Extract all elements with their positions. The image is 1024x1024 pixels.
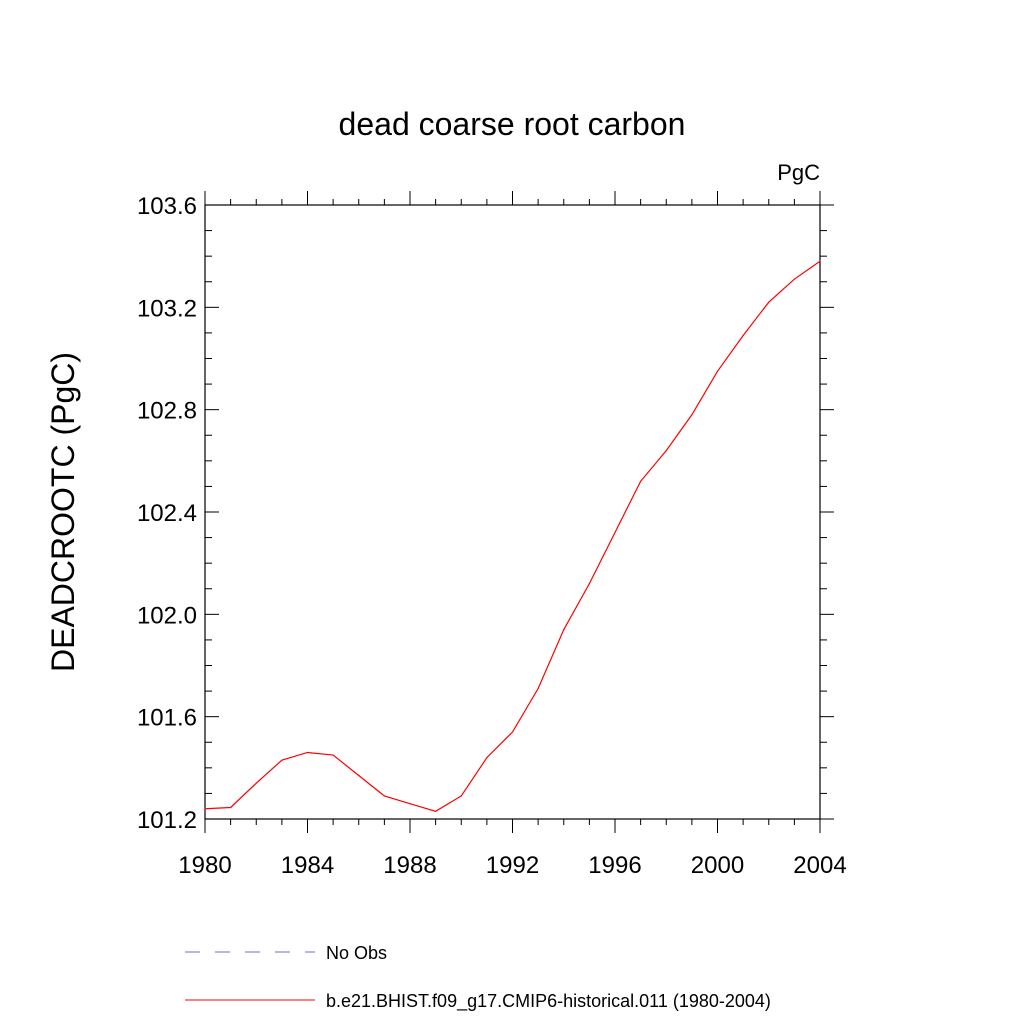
data-point [768,301,770,303]
data-point [383,795,385,797]
data-point [511,731,514,733]
chart-title: dead coarse root carbon [339,106,686,142]
y-axis-label: DEADCROOTC (PgC) [45,352,81,672]
y-tick-label: 102.0 [137,602,197,629]
units-label: PgC [777,160,820,185]
series-line [204,260,821,812]
plot-frame [204,204,821,820]
data-point [204,808,206,810]
data-point [460,795,462,797]
data-point [563,629,565,631]
x-tick-label: 2000 [691,852,744,879]
data-point [435,810,437,812]
data-point [358,774,360,777]
data-point [716,370,719,372]
axis-ticks [204,191,834,833]
data-point [537,687,539,690]
data-point [281,759,283,761]
y-tick-label: 102.4 [137,500,197,527]
legend-label: b.e21.BHIST.f09_g17.CMIP6-historical.011… [326,991,771,1012]
data-point [332,754,334,756]
legend-label: No Obs [326,943,387,963]
data-point [665,450,667,452]
series-layer [204,260,821,812]
x-tick-label: 1984 [281,852,334,879]
legend: No Obs b.e21.BHIST.f09_g17.CMIP6-historic… [185,943,771,1012]
data-point [691,414,693,416]
data-point [614,531,616,534]
data-point [255,782,257,784]
y-tick-label: 101.6 [137,705,197,732]
y-tick-label: 102.8 [137,398,197,425]
x-tick-label: 1996 [588,852,641,879]
x-tick-label: 1980 [178,852,231,879]
y-tick-label: 103.2 [137,295,197,322]
y-tick-label: 103.6 [137,193,197,220]
data-point [588,583,590,585]
data-point [486,757,488,759]
data-point [640,480,642,482]
data-point [306,751,309,754]
y-tick-label: 101.2 [137,807,197,834]
data-point [742,334,744,337]
x-tick-label: 1988 [383,852,436,879]
data-point [230,806,232,809]
data-point [819,260,821,262]
axis-tick-labels: 1980 1984 1988 1992 1996 2000 2004 101.2 101.6 10… [137,193,847,879]
x-tick-label: 1992 [486,852,539,879]
data-point [409,803,411,805]
data-point [793,278,795,280]
x-tick-label: 2004 [793,852,846,879]
